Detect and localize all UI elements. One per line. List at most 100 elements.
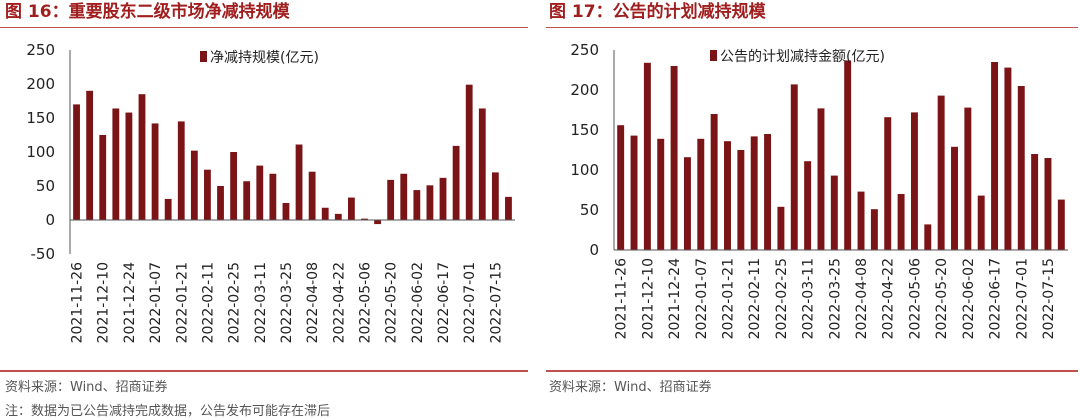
bar [177, 121, 185, 220]
y-tick-label: 200 [570, 81, 599, 99]
legend-label: 净减持规模(亿元) [210, 50, 319, 66]
bar [750, 136, 758, 250]
bar [125, 112, 133, 220]
bar [439, 177, 447, 220]
bar [334, 213, 342, 220]
bar [991, 62, 999, 250]
figure-17-title: 图 17：公告的计划减持规模 [549, 2, 766, 22]
bar [844, 60, 852, 251]
x-tick-label: 2022-04-22 [881, 258, 897, 339]
figure-16-source: 资料来源：Wind、招商证券 [5, 380, 168, 395]
bar [151, 123, 159, 220]
y-tick-label: 50 [580, 201, 599, 219]
bar [99, 135, 107, 220]
x-tick-label: 2022-03-11 [801, 258, 817, 339]
bar [617, 125, 625, 250]
bar [491, 172, 499, 220]
bar [413, 190, 421, 220]
x-tick-label: 2022-07-15 [488, 262, 504, 343]
x-tick-label: 2022-03-11 [253, 262, 269, 343]
bar [282, 203, 290, 220]
bar [256, 165, 264, 220]
x-tick-label: 2022-06-02 [961, 258, 977, 339]
bar [400, 173, 408, 220]
x-tick-label: 2022-01-21 [721, 258, 737, 339]
bar [643, 62, 651, 250]
bar [910, 112, 918, 251]
x-tick-label: 2022-02-25 [774, 258, 790, 339]
bar [710, 114, 718, 250]
x-tick-label: 2021-11-26 [614, 258, 630, 339]
bar [426, 185, 434, 220]
bar [347, 197, 355, 220]
bar [243, 181, 251, 220]
bar [630, 135, 638, 250]
bar [817, 108, 825, 251]
bar [478, 108, 486, 220]
x-tick-label: 2022-02-25 [227, 262, 243, 343]
x-tick-label: 2022-02-11 [747, 258, 763, 339]
x-tick-label: 2022-03-25 [827, 258, 843, 339]
x-tick-label: 2021-12-24 [122, 262, 138, 343]
bar [1017, 86, 1025, 250]
bar [230, 152, 238, 220]
bar [777, 206, 785, 250]
x-tick-label: 2022-06-17 [988, 258, 1004, 339]
bar [505, 196, 512, 220]
bar [937, 95, 945, 250]
bar [737, 150, 745, 250]
x-tick-label: 2021-12-10 [96, 262, 112, 343]
bar [683, 157, 691, 250]
figure-17-footer-rule [546, 370, 1078, 372]
bar [295, 144, 303, 220]
bar [857, 191, 865, 250]
bar [670, 66, 678, 250]
x-tick-label: 2022-05-20 [934, 258, 950, 339]
figure-17-title-rule [546, 27, 1078, 28]
x-tick-label: 2022-04-08 [854, 258, 870, 339]
bar [73, 104, 80, 220]
x-tick-label: 2022-05-06 [357, 262, 373, 343]
y-tick-label: 100 [26, 143, 55, 161]
net-reduction-chart: -50 0 50 100 150 200 250 2021-11-26 2021-12-10 20… [26, 41, 515, 343]
legend-swatch [710, 50, 717, 61]
y-tick-label: 150 [570, 121, 599, 139]
bar [884, 117, 892, 250]
bar [217, 186, 224, 220]
figure-16-title: 图 16：重要股东二级市场净减持规模 [5, 2, 290, 22]
x-tick-label: 2022-05-20 [384, 262, 400, 343]
figure-16-footer-rule [0, 370, 528, 372]
bar [308, 171, 316, 220]
bar [724, 141, 731, 250]
bar [1044, 158, 1052, 250]
bar [1004, 67, 1012, 250]
x-tick-label: 2022-01-07 [148, 262, 164, 343]
y-tick-label: 0 [589, 241, 599, 259]
bar [870, 209, 878, 250]
bar [269, 173, 277, 220]
bar [190, 150, 198, 220]
bar [321, 207, 329, 220]
bar [361, 218, 368, 220]
bar [86, 90, 94, 220]
x-tick-label: 2022-07-15 [1041, 258, 1057, 339]
figure-16-note: 注：数据为已公告减持完成数据，公告发布可能存在滞后 [5, 404, 331, 419]
x-tick-label: 2021-12-24 [667, 258, 683, 339]
x-tick-label: 2022-07-01 [1014, 258, 1030, 339]
y-tick-label: 250 [26, 41, 55, 59]
bar [164, 198, 172, 220]
bar [804, 161, 812, 250]
legend-label: 公告的计划减持金额(亿元) [720, 49, 885, 65]
x-tick-label: 2021-11-26 [70, 262, 86, 343]
bar [387, 179, 395, 220]
x-tick-label: 2022-01-07 [694, 258, 710, 339]
bar [1057, 199, 1065, 250]
planned-reduction-chart: 0 50 100 150 200 250 2021-11-26 2021-12-10 2021-… [570, 41, 1068, 339]
x-tick-label: 2022-01-21 [174, 262, 190, 343]
legend-swatch [200, 51, 207, 62]
y-tick-label: 0 [45, 211, 55, 229]
bar [790, 84, 798, 251]
figure-16-title-rule [0, 27, 528, 28]
x-tick-label: 2022-02-11 [200, 262, 216, 343]
y-tick-label: 100 [570, 161, 599, 179]
